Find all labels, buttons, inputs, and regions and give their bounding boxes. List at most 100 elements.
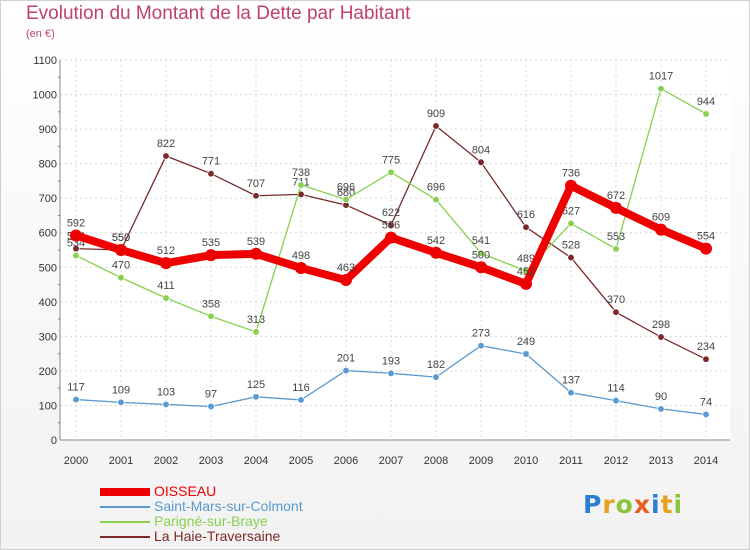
- data-label: 137: [562, 375, 580, 387]
- data-point: [342, 366, 350, 375]
- data-point: [612, 396, 620, 405]
- data-point: [612, 308, 620, 316]
- data-point: [477, 249, 485, 257]
- data-point: [565, 179, 577, 192]
- data-label: 586: [382, 220, 400, 232]
- data-label: 358: [202, 298, 220, 310]
- data-label: 116: [292, 382, 310, 394]
- data-label: 273: [472, 328, 490, 340]
- data-label: 609: [652, 212, 670, 224]
- data-point: [612, 245, 620, 253]
- data-label: 616: [517, 209, 535, 221]
- data-point: [297, 181, 305, 189]
- data-point: [475, 261, 487, 274]
- data-label: 117: [67, 382, 85, 394]
- logo-letter: r: [602, 490, 616, 519]
- data-point: [567, 389, 575, 397]
- data-point: [657, 333, 665, 341]
- x-tick-label: 2009: [469, 455, 493, 467]
- y-tick-label: 200: [39, 366, 57, 378]
- data-label: 775: [382, 154, 400, 166]
- data-point: [655, 223, 667, 236]
- data-label: 489: [517, 253, 535, 265]
- x-tick-label: 2012: [604, 455, 628, 467]
- legend-label: OISSEAU: [154, 483, 217, 499]
- x-tick-label: 2004: [244, 455, 268, 467]
- data-point: [252, 393, 260, 401]
- data-point: [432, 122, 440, 130]
- data-label: 944: [697, 96, 715, 108]
- x-tick-label: 2010: [514, 455, 538, 467]
- data-label: 592: [67, 217, 85, 229]
- data-label: 738: [292, 167, 310, 179]
- y-tick-label: 500: [39, 262, 57, 274]
- data-label: 541: [472, 235, 490, 247]
- proxiti-logo: Proxiti: [583, 490, 683, 519]
- data-label: 74: [700, 396, 712, 408]
- data-point: [252, 192, 260, 200]
- data-label: 114: [607, 383, 625, 395]
- data-label: 97: [205, 388, 217, 400]
- data-label: 125: [247, 379, 265, 391]
- data-label: 313: [247, 314, 265, 326]
- data-point: [430, 246, 442, 259]
- data-point: [387, 221, 395, 229]
- legend-label: La Haie-Traversaine: [154, 528, 281, 544]
- data-point: [207, 402, 215, 411]
- data-point: [702, 110, 710, 118]
- data-point: [207, 170, 215, 178]
- data-point: [702, 355, 710, 363]
- data-label: 736: [562, 168, 580, 180]
- data-label: 535: [202, 237, 220, 249]
- y-tick-label: 900: [39, 124, 57, 136]
- x-tick-label: 2008: [424, 455, 448, 467]
- chart-unit-label: (en €): [26, 28, 55, 40]
- data-point: [115, 244, 127, 256]
- data-label: 109: [112, 384, 130, 396]
- data-point: [70, 229, 82, 242]
- data-point: [610, 201, 622, 214]
- data-point: [162, 294, 170, 302]
- data-point: [477, 342, 485, 350]
- data-point: [160, 257, 172, 270]
- data-point: [522, 223, 530, 231]
- logo-letter: t: [660, 490, 674, 519]
- x-tick-label: 2013: [649, 455, 673, 467]
- data-point: [297, 396, 305, 404]
- x-tick-label: 2000: [64, 455, 88, 467]
- data-point: [477, 158, 485, 166]
- data-label: 298: [652, 319, 670, 331]
- legend-swatch: [100, 521, 150, 523]
- logo-letter: i: [651, 490, 661, 519]
- data-point: [520, 277, 532, 290]
- data-point: [205, 249, 217, 262]
- data-label: 672: [607, 190, 625, 202]
- data-point: [567, 219, 575, 228]
- data-point: [387, 168, 395, 176]
- x-tick-label: 2014: [694, 455, 718, 467]
- data-label: 103: [157, 386, 175, 398]
- data-label: 498: [292, 250, 310, 262]
- data-point: [162, 400, 170, 409]
- data-label: 771: [202, 156, 220, 168]
- legend-swatch: [100, 536, 150, 538]
- legend-swatch: [100, 506, 150, 508]
- data-point: [72, 251, 80, 260]
- data-point: [295, 261, 307, 274]
- legend-label: Parigné-sur-Braye: [154, 513, 268, 529]
- data-label: 193: [382, 355, 400, 367]
- data-label: 452: [517, 266, 535, 278]
- data-label: 539: [247, 236, 265, 248]
- x-tick-label: 2007: [379, 455, 403, 467]
- data-point: [207, 312, 215, 320]
- data-point: [657, 85, 665, 93]
- logo-letter: P: [583, 490, 603, 519]
- data-label: 182: [427, 359, 445, 371]
- data-point: [72, 395, 80, 404]
- data-label: 696: [427, 182, 445, 194]
- data-point: [162, 152, 170, 160]
- x-tick-label: 2005: [289, 455, 313, 467]
- data-point: [700, 242, 712, 255]
- data-point: [250, 247, 262, 260]
- data-label: 550: [112, 232, 130, 244]
